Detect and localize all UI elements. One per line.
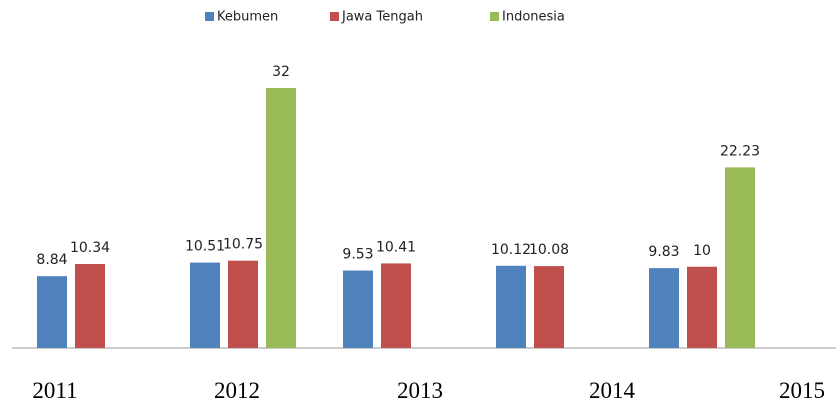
value-label: 10.08 xyxy=(529,242,569,258)
x-tick-label: 2013 xyxy=(397,378,443,403)
legend-label: Kebumen xyxy=(217,10,278,25)
bar xyxy=(534,266,564,348)
value-label: 9.83 xyxy=(648,244,679,260)
legend-label: Jawa Tengah xyxy=(341,10,423,25)
legend-swatch xyxy=(490,12,499,21)
bar xyxy=(496,265,526,348)
value-label: 22.23 xyxy=(720,143,760,159)
bar xyxy=(266,88,296,348)
bar xyxy=(725,167,755,348)
value-label: 10.34 xyxy=(70,240,110,256)
value-label: 10.51 xyxy=(185,239,225,255)
bar xyxy=(381,263,411,348)
bar xyxy=(75,263,105,348)
x-tick-label: 2014 xyxy=(589,378,636,403)
x-tick-label: 2011 xyxy=(32,378,77,403)
x-tick-label: 2012 xyxy=(214,378,260,403)
value-label: 10.75 xyxy=(223,237,263,253)
bar xyxy=(37,276,67,348)
value-label: 8.84 xyxy=(36,252,67,268)
bar xyxy=(190,262,220,348)
value-label: 10.12 xyxy=(491,242,531,258)
bar xyxy=(343,270,373,348)
legend-label: Indonesia xyxy=(502,10,565,25)
value-label: 9.53 xyxy=(342,247,373,263)
value-label: 10.41 xyxy=(376,239,416,255)
value-label: 10 xyxy=(693,243,711,259)
legend-swatch xyxy=(330,12,339,21)
legend-swatch xyxy=(205,12,214,21)
value-label: 32 xyxy=(272,64,290,80)
x-tick-label: 2015 xyxy=(779,378,825,403)
bar xyxy=(228,260,258,348)
bar xyxy=(687,266,717,348)
bar xyxy=(649,268,679,348)
